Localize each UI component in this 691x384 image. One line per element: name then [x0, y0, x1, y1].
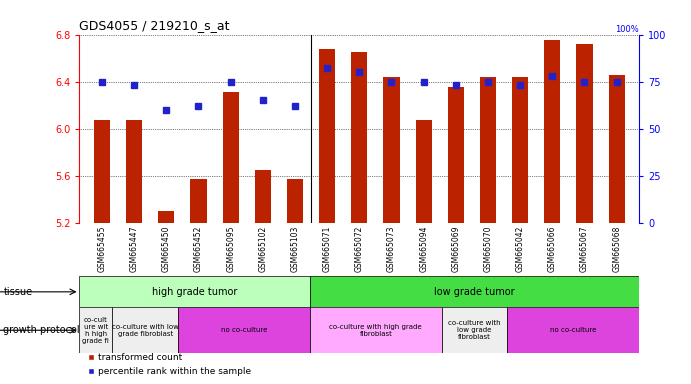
Bar [94, 121, 110, 223]
Bar [310, 307, 442, 353]
Text: co-culture with high grade
fibroblast: co-culture with high grade fibroblast [330, 324, 422, 337]
Text: growth protocol: growth protocol [3, 325, 80, 335]
Bar [319, 49, 335, 223]
Text: co-culture with low
grade fibroblast: co-culture with low grade fibroblast [112, 324, 179, 337]
Text: no co-culture: no co-culture [550, 327, 596, 333]
Text: no co-culture: no co-culture [221, 327, 267, 333]
Bar [79, 307, 113, 353]
Bar [576, 44, 592, 223]
Bar [415, 121, 432, 223]
Bar [126, 121, 142, 223]
Text: 100%: 100% [616, 25, 639, 34]
Bar [442, 307, 507, 353]
Legend: transformed count, percentile rank within the sample: transformed count, percentile rank withi… [84, 350, 254, 379]
Text: co-cult
ure wit
h high
grade fi: co-cult ure wit h high grade fi [82, 317, 109, 344]
Bar [351, 52, 368, 223]
Text: low grade tumor: low grade tumor [434, 287, 515, 297]
Bar [178, 307, 310, 353]
Bar [79, 276, 310, 307]
Bar [512, 77, 528, 223]
Bar [480, 77, 496, 223]
Text: high grade tumor: high grade tumor [152, 287, 238, 297]
Bar [448, 88, 464, 223]
Bar [384, 77, 399, 223]
Bar [223, 92, 238, 223]
Bar [287, 179, 303, 223]
Bar [113, 307, 178, 353]
Bar [545, 40, 560, 223]
Bar [255, 170, 271, 223]
Bar [310, 276, 639, 307]
Bar [158, 211, 174, 223]
Text: tissue: tissue [3, 287, 32, 297]
Text: GDS4055 / 219210_s_at: GDS4055 / 219210_s_at [79, 19, 230, 32]
Text: co-culture with
low grade
fibroblast: co-culture with low grade fibroblast [448, 320, 501, 340]
Bar [191, 179, 207, 223]
Bar [609, 74, 625, 223]
Bar [507, 307, 639, 353]
